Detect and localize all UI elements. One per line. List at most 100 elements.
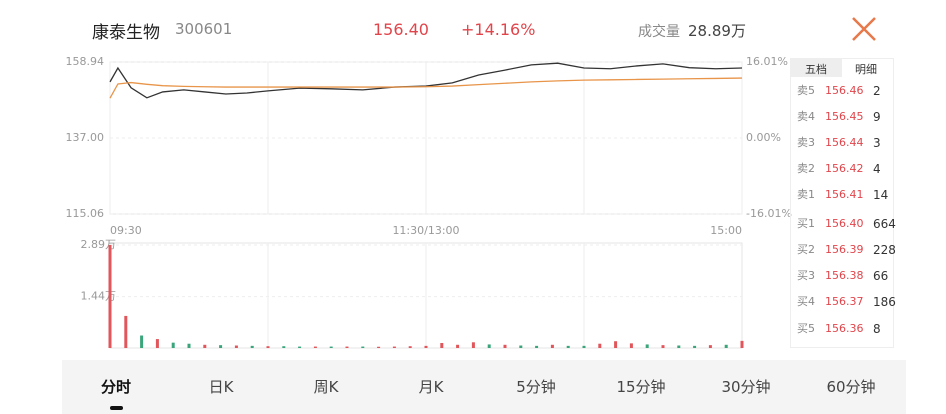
- price-line: [109, 77, 743, 99]
- volume-bar: [708, 345, 712, 348]
- period-tabs: 分时 日K 周K 月K 5分钟 15分钟 30分钟 60分钟: [62, 360, 906, 414]
- bid-price: 156.38: [825, 269, 864, 282]
- volume-bar: [677, 345, 681, 348]
- level: 卖4: [797, 110, 815, 123]
- bid-volume: 66: [873, 269, 889, 283]
- order-row: 买5 156.36 8: [791, 319, 893, 339]
- volume-bar: [345, 346, 349, 348]
- bid-volume: 4: [873, 162, 881, 176]
- volume-bar: [298, 346, 302, 348]
- volume-bar: [503, 344, 507, 348]
- order-row: 买2 156.39 228: [791, 240, 896, 260]
- y2-tick-label: 16.01%: [746, 55, 788, 68]
- x-tick-label: 11:30/13:00: [392, 224, 459, 237]
- bid-price: 156.36: [825, 322, 864, 335]
- volume-bar: [693, 345, 697, 348]
- bid-volume: 3: [873, 136, 881, 150]
- volume-bar: [187, 343, 191, 348]
- level: 卖5: [797, 84, 815, 97]
- volume-bar: [724, 344, 728, 348]
- volume-bar: [424, 345, 428, 348]
- volume-bar: [377, 346, 381, 348]
- y-tick-label: 115.06: [66, 207, 105, 220]
- tab[interactable]: 明细: [855, 63, 877, 76]
- period-tab[interactable]: 30分钟: [721, 378, 771, 396]
- level: 买1: [797, 217, 815, 230]
- period-tab[interactable]: 分时: [100, 378, 131, 396]
- volume-bar: [171, 342, 175, 348]
- price: 156.40: [373, 20, 429, 39]
- volume-bar: [456, 344, 460, 348]
- bid-price: 156.39: [825, 243, 864, 256]
- volume-bar: [471, 342, 475, 348]
- volume-bar: [740, 340, 744, 348]
- period-tab[interactable]: 60分钟: [826, 378, 876, 396]
- level: 买2: [797, 243, 815, 256]
- bid-price: 156.41: [825, 188, 864, 201]
- stock-name: 康泰生物: [92, 23, 160, 43]
- volume-bar: [313, 346, 317, 348]
- y-tick-label: 158.94: [66, 55, 105, 68]
- volume-bar: [250, 345, 254, 348]
- close-button[interactable]: [850, 15, 878, 43]
- chart: 115.06 137.00 158.94 -16.01% 0.00% 16.01% 09:3…: [66, 55, 792, 349]
- volume-bar: [535, 345, 539, 348]
- y2-tick-label: 0.00%: [746, 131, 781, 144]
- x-tick-label: 09:30: [110, 224, 142, 237]
- order-row: 卖2 156.42 4: [791, 159, 893, 179]
- bid-price: 156.44: [825, 136, 864, 149]
- volume-bar: [234, 345, 238, 348]
- volume-bar: [566, 345, 570, 348]
- volume-bar: [392, 346, 396, 348]
- period-tab[interactable]: 5分钟: [516, 378, 556, 396]
- bid-price: 156.40: [825, 217, 864, 230]
- order-row: 买3 156.38 66: [791, 266, 893, 286]
- level: 买3: [797, 269, 815, 282]
- order-book: 五档 明细 卖5 156.46 2 卖4 156.45 9 卖3 156.44 3 卖2 156.4…: [790, 58, 896, 348]
- change: +14.16%: [461, 20, 536, 39]
- volume-bar: [361, 346, 365, 348]
- bid-price: 156.46: [825, 84, 864, 97]
- volume-bar: [203, 344, 207, 348]
- volume-bar: [266, 346, 270, 348]
- order-row: 卖1 156.41 14: [791, 185, 893, 205]
- bid-price: 156.42: [825, 162, 864, 175]
- volume-bar: [598, 343, 602, 348]
- volume-bar: [582, 345, 586, 348]
- volume-bar: [629, 343, 633, 348]
- volume-bar: [140, 335, 144, 348]
- volume-bar: [440, 343, 444, 348]
- x-tick-label: 15:00: [710, 224, 742, 237]
- level: 买5: [797, 322, 815, 335]
- y-tick-label: 137.00: [66, 131, 105, 144]
- bid-volume: 14: [873, 188, 889, 202]
- y-tick-label: 1.44万: [81, 290, 117, 303]
- volume: 28.89万: [688, 22, 746, 40]
- period-tab[interactable]: 15分钟: [616, 378, 666, 396]
- period-tab[interactable]: 月K: [418, 378, 444, 396]
- level: 买4: [797, 295, 815, 308]
- volume-bar: [645, 344, 649, 348]
- volume-bar: [282, 346, 286, 348]
- level: 卖2: [797, 162, 815, 175]
- bid-price: 156.37: [825, 295, 864, 308]
- period-tab[interactable]: 日K: [208, 378, 234, 396]
- volume-bar: [661, 345, 665, 348]
- y2-tick-label: -16.01%: [746, 207, 792, 220]
- volume-bar: [550, 344, 554, 348]
- volume-bar: [487, 344, 491, 348]
- level: 卖1: [797, 188, 815, 201]
- bid-volume: 664: [873, 217, 896, 231]
- bid-volume: 8: [873, 322, 881, 336]
- bid-volume: 186: [873, 295, 896, 309]
- volume-bar: [519, 345, 523, 348]
- order-row: 卖5 156.46 2: [791, 81, 893, 101]
- y-tick-label: 2.89万: [81, 238, 117, 251]
- period-tab[interactable]: 周K: [313, 378, 339, 396]
- bid-volume: 228: [873, 243, 896, 257]
- volume-bar: [124, 315, 128, 348]
- tab[interactable]: 五档: [805, 63, 827, 76]
- volume-bar: [329, 346, 333, 348]
- level: 卖3: [797, 136, 815, 149]
